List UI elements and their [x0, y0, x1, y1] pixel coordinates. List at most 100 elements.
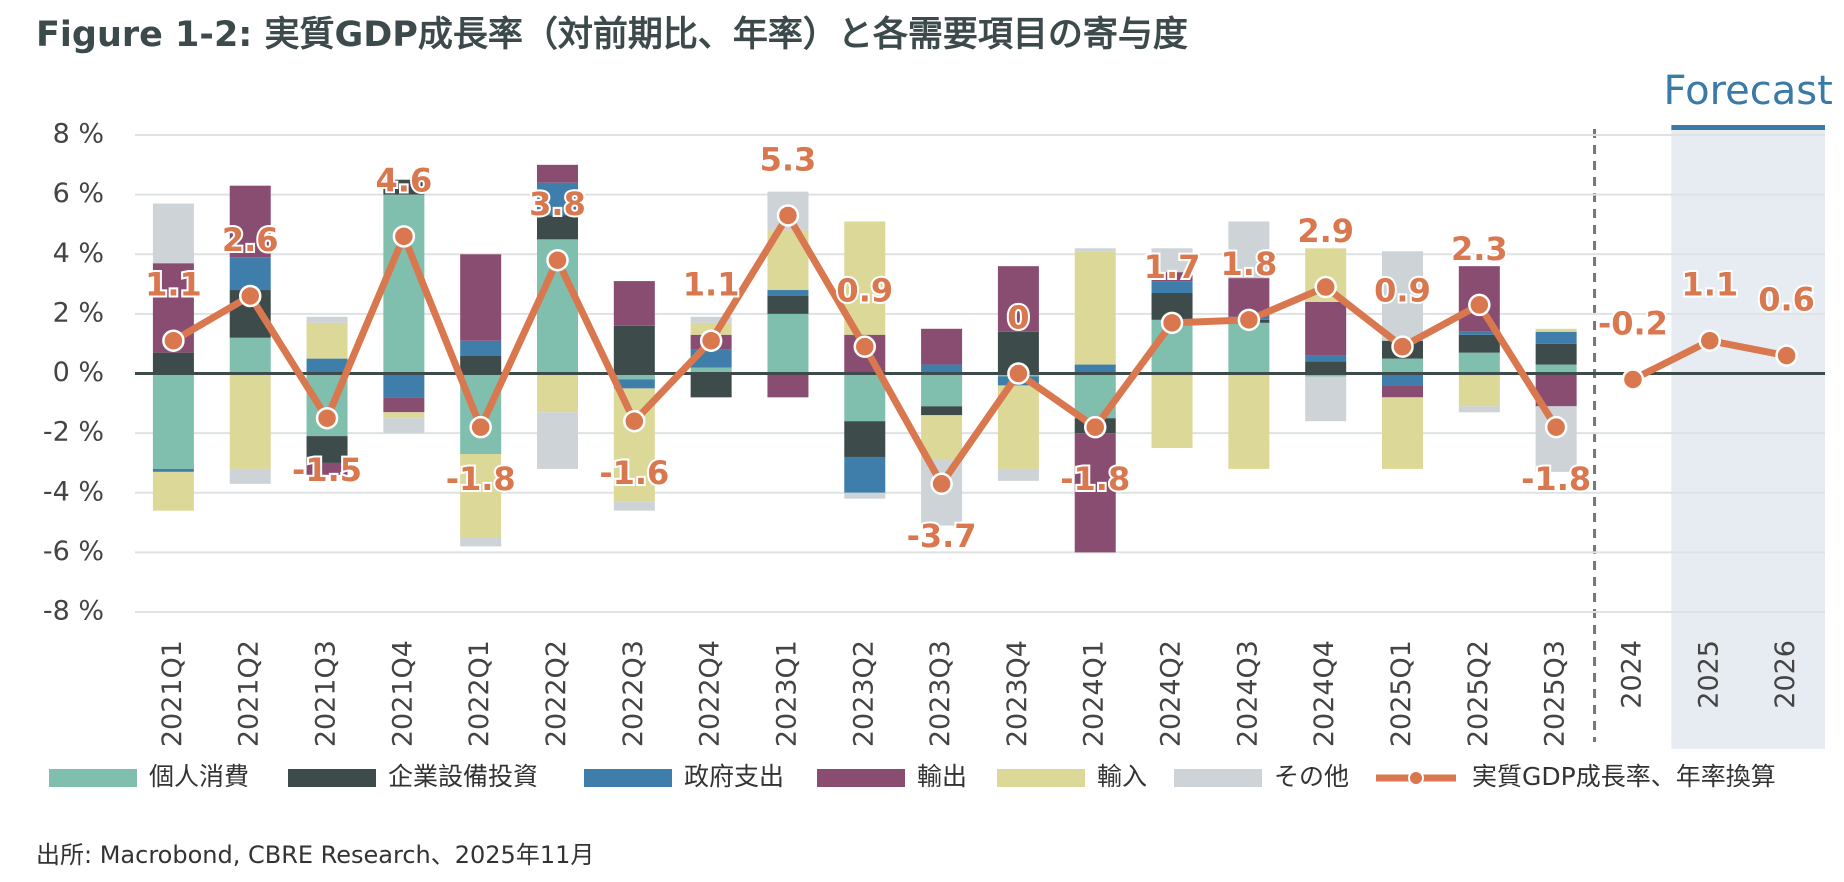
bar-segment — [1458, 373, 1500, 407]
x-tick-label: 2025Q1 — [1386, 640, 1417, 747]
y-tick-label: -8 % — [43, 596, 104, 627]
x-tick-label: 2022Q2 — [541, 640, 572, 747]
x-tick-label: 2023Q4 — [1002, 640, 1033, 747]
bar-segment — [383, 397, 425, 413]
bar-segment — [229, 257, 271, 291]
data-label: -1.6 — [599, 454, 669, 492]
data-label: 0.6 — [1758, 281, 1815, 319]
gdp-point — [1391, 335, 1414, 358]
bar-segment — [229, 185, 271, 258]
x-tick-label: 2025Q2 — [1463, 640, 1494, 747]
bar-segment — [383, 194, 425, 374]
y-tick-label: 4 % — [53, 238, 104, 269]
legend-label: その他 — [1274, 762, 1349, 791]
bar-segment — [460, 340, 502, 356]
gdp-point — [776, 204, 800, 227]
x-tick-label: 2025Q3 — [1540, 640, 1571, 747]
bar-segment — [613, 501, 655, 511]
bar-segment — [537, 215, 578, 240]
bar-segment — [460, 254, 502, 341]
bar-segment — [844, 373, 886, 422]
bar-segment — [1228, 373, 1270, 469]
gdp-point — [699, 329, 723, 352]
bar-segment — [1151, 272, 1193, 282]
bar-segment — [613, 373, 655, 380]
bar-segment — [306, 436, 348, 463]
bar-segment — [1074, 248, 1116, 252]
bar-segment — [1074, 433, 1116, 553]
data-label: 0 — [1007, 299, 1029, 337]
bar-segment — [152, 471, 194, 511]
bar-segment — [921, 364, 963, 374]
bar-segment — [229, 337, 271, 374]
bar-segment — [690, 322, 732, 335]
gdp-point — [1698, 329, 1722, 352]
bar-segment — [1535, 331, 1577, 344]
bar-segment — [844, 492, 886, 499]
bar-segment — [613, 325, 655, 374]
bar-segment — [767, 290, 809, 296]
x-tick-label: 2022Q1 — [464, 640, 495, 747]
data-label: -1.8 — [446, 460, 516, 498]
data-label: 1.1 — [1681, 266, 1738, 304]
bar-segment — [152, 468, 194, 472]
bar-segment — [1382, 385, 1423, 398]
gdp-point — [853, 335, 877, 358]
forecast-bar — [1671, 125, 1825, 130]
data-label: 3.8 — [529, 185, 586, 223]
bar-segment — [1305, 301, 1347, 356]
x-tick-label: 2024Q3 — [1232, 640, 1263, 747]
data-label: -1.8 — [1060, 460, 1130, 498]
bar-segment — [1458, 331, 1500, 335]
legend-label: 企業設備投資 — [388, 762, 538, 791]
gdp-point — [1237, 308, 1261, 332]
bar-segment — [1074, 364, 1116, 374]
bar-segment — [306, 462, 348, 475]
bar-segment — [1535, 364, 1577, 374]
legend-label: 実質GDP成長率、年率換算 — [1472, 762, 1776, 791]
data-label: 2.6 — [222, 221, 279, 259]
bar-segment — [460, 355, 502, 374]
legend-label: 政府支出 — [684, 762, 784, 791]
bar-segment — [1305, 376, 1347, 422]
bar-segment — [767, 295, 809, 314]
bar-segment — [1228, 221, 1270, 279]
gdp-point — [1314, 275, 1337, 299]
data-label: 0.9 — [1374, 272, 1431, 310]
bar-segment — [1151, 373, 1193, 449]
bar-segment — [383, 373, 425, 398]
x-tick-label: 2021Q4 — [387, 640, 418, 747]
bar-segment — [306, 358, 348, 374]
bar-segment — [1382, 373, 1423, 386]
bar-segment — [767, 373, 809, 398]
bar-segment — [306, 316, 348, 323]
bar-segment — [767, 313, 809, 374]
data-label: 1.8 — [1221, 245, 1278, 283]
bar-segment — [844, 456, 886, 493]
x-tick-label: 2021Q2 — [234, 640, 265, 747]
legend-swatch — [584, 769, 672, 787]
bar-segment — [1458, 334, 1500, 353]
gdp-point — [392, 225, 416, 248]
gdp-point — [238, 284, 262, 308]
legend-swatch — [1174, 769, 1262, 787]
gdp-point — [1775, 344, 1798, 367]
gdp-point — [1160, 311, 1184, 335]
bar-segment — [997, 266, 1039, 332]
x-tick-label: 2022Q3 — [618, 640, 649, 747]
gdp-point — [1468, 293, 1491, 317]
y-tick-label: 2 % — [53, 297, 104, 328]
x-tick-label: 2024Q1 — [1079, 640, 1110, 747]
bar-segment — [1535, 328, 1577, 332]
bar-segment — [997, 468, 1039, 481]
legend-dot — [1408, 770, 1424, 786]
data-label: 4.6 — [376, 161, 433, 199]
gdp-point — [623, 409, 646, 433]
bar-segment — [537, 412, 578, 469]
y-tick-label: -6 % — [43, 536, 104, 567]
legend-label: 個人消費 — [149, 762, 249, 791]
bar-segment — [229, 373, 271, 469]
data-label: 5.3 — [760, 140, 817, 178]
